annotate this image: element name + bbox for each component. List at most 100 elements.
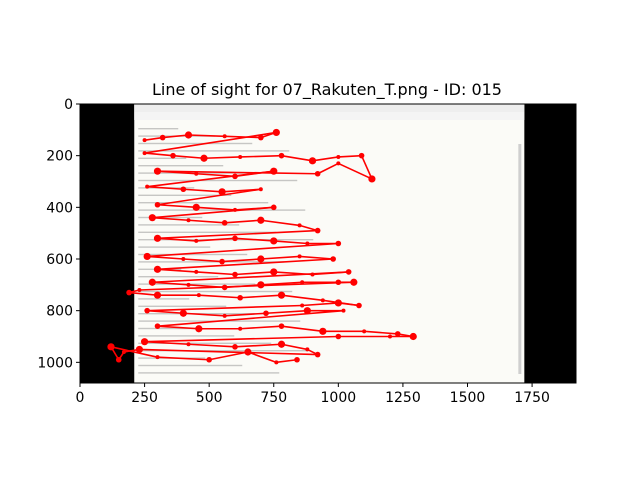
y-tick-label: 1000 [37, 355, 73, 371]
gaze-point [257, 216, 265, 224]
gaze-segment [240, 294, 282, 299]
gaze-point [233, 207, 237, 212]
gaze-point [148, 278, 156, 286]
gaze-point [278, 152, 285, 159]
gaze-point [232, 173, 238, 180]
x-tick-label: 1000 [321, 390, 357, 406]
gaze-segment [183, 188, 223, 193]
gaze-point [277, 340, 286, 348]
gaze-point [335, 240, 342, 247]
gaze-point [221, 284, 228, 291]
gaze-segment [338, 154, 362, 158]
email-text-line [138, 224, 240, 226]
gaze-point [195, 325, 203, 333]
gaze-segment [139, 348, 318, 356]
email-text-line [138, 231, 277, 233]
gaze-segment [196, 206, 236, 211]
email-text-line [138, 327, 198, 330]
gaze-segment [198, 294, 241, 299]
email-text-line [138, 364, 243, 367]
gaze-segment [157, 325, 199, 330]
gaze-point [297, 223, 302, 228]
email-text-line [138, 157, 187, 159]
gaze-point [270, 167, 278, 175]
gaze-point [232, 235, 238, 242]
email-text-line [138, 261, 285, 263]
gaze-segment [157, 268, 197, 273]
gaze-segment [209, 351, 249, 361]
gaze-point [140, 338, 149, 346]
gaze-point [270, 204, 277, 211]
gaze-segment [281, 154, 313, 162]
gaze-segment [260, 255, 300, 260]
gaze-point [314, 351, 321, 358]
email-scrollbar [518, 144, 522, 374]
gaze-segment [152, 206, 274, 219]
gaze-point [314, 170, 321, 177]
gaze-point [356, 302, 362, 309]
gaze-segment [247, 351, 277, 364]
gaze-point [115, 356, 122, 363]
email-text-line [138, 246, 211, 248]
gaze-point [142, 138, 147, 143]
gaze-segment [222, 258, 261, 263]
gaze-point [206, 356, 212, 363]
gaze-point [159, 134, 166, 141]
gaze-segment [152, 281, 189, 286]
gaze-segment [188, 134, 225, 138]
email-text-line [138, 209, 306, 211]
email-text-line [138, 283, 256, 285]
gaze-point [345, 269, 352, 275]
gaze-segment [188, 343, 236, 348]
gaze-segment [144, 335, 339, 343]
gaze-point [300, 303, 305, 308]
gaze-point [272, 128, 280, 137]
gaze-segment [144, 152, 174, 157]
gaze-segment [234, 237, 274, 242]
gaze-point [145, 184, 150, 189]
gaze-points [107, 128, 417, 365]
gaze-point [135, 345, 144, 354]
gaze-point [294, 356, 300, 363]
gaze-point [297, 254, 302, 259]
gaze-point [362, 329, 367, 334]
gaze-segment [157, 356, 210, 361]
gaze-point [153, 265, 162, 273]
gaze-segment [188, 219, 225, 224]
gaze-segment [196, 271, 236, 276]
gaze-point [257, 255, 265, 263]
email-text-line [138, 150, 290, 152]
email-text-line [138, 172, 261, 174]
gaze-point [394, 331, 401, 337]
gaze-point [143, 252, 151, 261]
gaze-segment [260, 281, 303, 286]
gaze-point [350, 278, 358, 286]
gaze-segment [196, 237, 236, 242]
gaze-point [142, 151, 147, 156]
email-text-line [138, 276, 219, 278]
gaze-segment [152, 216, 189, 222]
gaze-segment [110, 346, 158, 358]
email-text-line [138, 253, 248, 256]
gaze-segment [157, 203, 197, 209]
gaze-segment [147, 185, 184, 191]
gaze-segment [265, 309, 308, 315]
gaze-point [358, 152, 365, 159]
gaze-point [196, 293, 201, 298]
gaze-segment [139, 281, 354, 291]
gaze-point [200, 154, 208, 162]
gaze-segment [147, 242, 339, 258]
gaze-point [222, 134, 227, 139]
x-tick-label: 500 [196, 390, 223, 406]
y-tick-label: 800 [46, 304, 73, 320]
gaze-point [303, 307, 311, 315]
gaze-point [144, 307, 150, 314]
gaze-point [222, 313, 227, 318]
gaze-segment [273, 240, 308, 245]
gaze-point [219, 258, 225, 265]
gaze-point [409, 332, 417, 341]
gaze-point [186, 282, 191, 287]
gaze-point [238, 326, 243, 331]
gaze-segment [276, 358, 298, 364]
